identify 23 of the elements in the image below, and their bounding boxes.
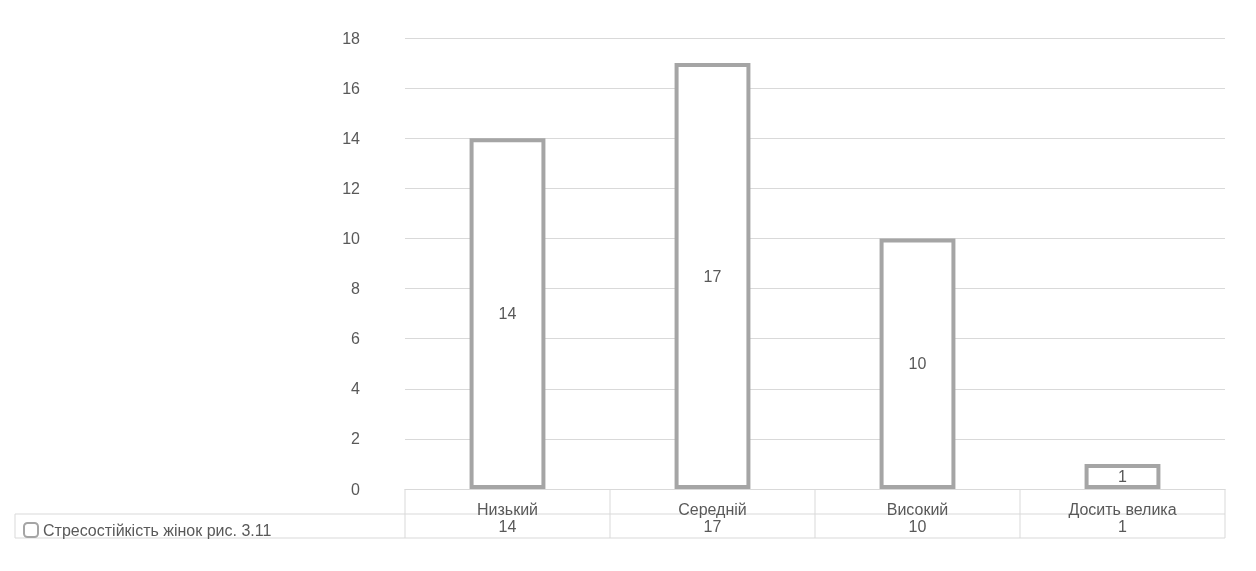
text: 14 [498,517,517,535]
data-label: 17 [703,267,722,285]
text: 10 [908,517,927,535]
x-tick-label: Досить велика [1068,500,1177,518]
x-tick-label: Низький [476,500,539,518]
y-tick-label: 4 [351,380,361,398]
y-tick-label: 18 [342,29,361,47]
y-tick-label: 14 [342,129,361,147]
y-tick-label: 2 [351,430,361,448]
y-tick-label: 6 [351,330,361,348]
legend-label: Стресостійкість жінок рис. 3.11 [43,521,272,539]
y-tick-label: 12 [342,179,361,197]
x-tick-label: Високий [886,500,949,518]
y-tick-label: 8 [351,280,361,298]
y-tick-label: 16 [342,79,361,97]
data-label: 10 [908,355,927,373]
y-tick-label: 10 [342,229,361,247]
text: 17 [703,517,722,535]
data-label: 14 [498,305,517,323]
x-tick-label: Середній [678,500,747,518]
y-tick-label: 0 [351,480,361,498]
text: 1 [1118,517,1128,535]
data-label: 1 [1118,467,1128,485]
